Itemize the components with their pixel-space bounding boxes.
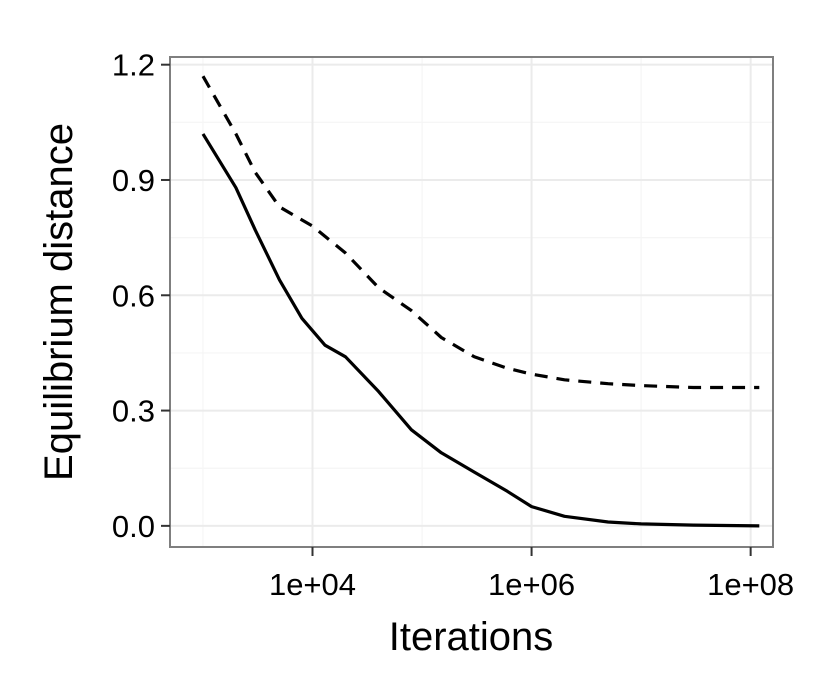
y-tick-label: 0.0 <box>112 509 155 544</box>
tick-layer: 1e+04 1e+06 1e+08 0.0 0.3 0.6 0.9 1.2 <box>112 48 794 602</box>
y-tick-label: 0.9 <box>112 163 155 198</box>
x-tick-label: 1e+06 <box>488 567 575 602</box>
y-tick-label: 0.3 <box>112 394 155 429</box>
series-line-dashed <box>201 75 760 390</box>
series-layer <box>201 75 760 528</box>
y-tick-label: 1.2 <box>112 48 155 83</box>
grid-layer <box>170 57 773 547</box>
series-line-solid <box>201 133 760 528</box>
x-axis-title: Iterations <box>389 615 554 659</box>
y-tick-label: 0.6 <box>112 278 155 313</box>
x-tick-label: 1e+08 <box>707 567 794 602</box>
y-axis-title: Equilibrium distance <box>37 123 81 481</box>
panel-border <box>169 56 774 548</box>
x-tick-label: 1e+04 <box>269 567 356 602</box>
